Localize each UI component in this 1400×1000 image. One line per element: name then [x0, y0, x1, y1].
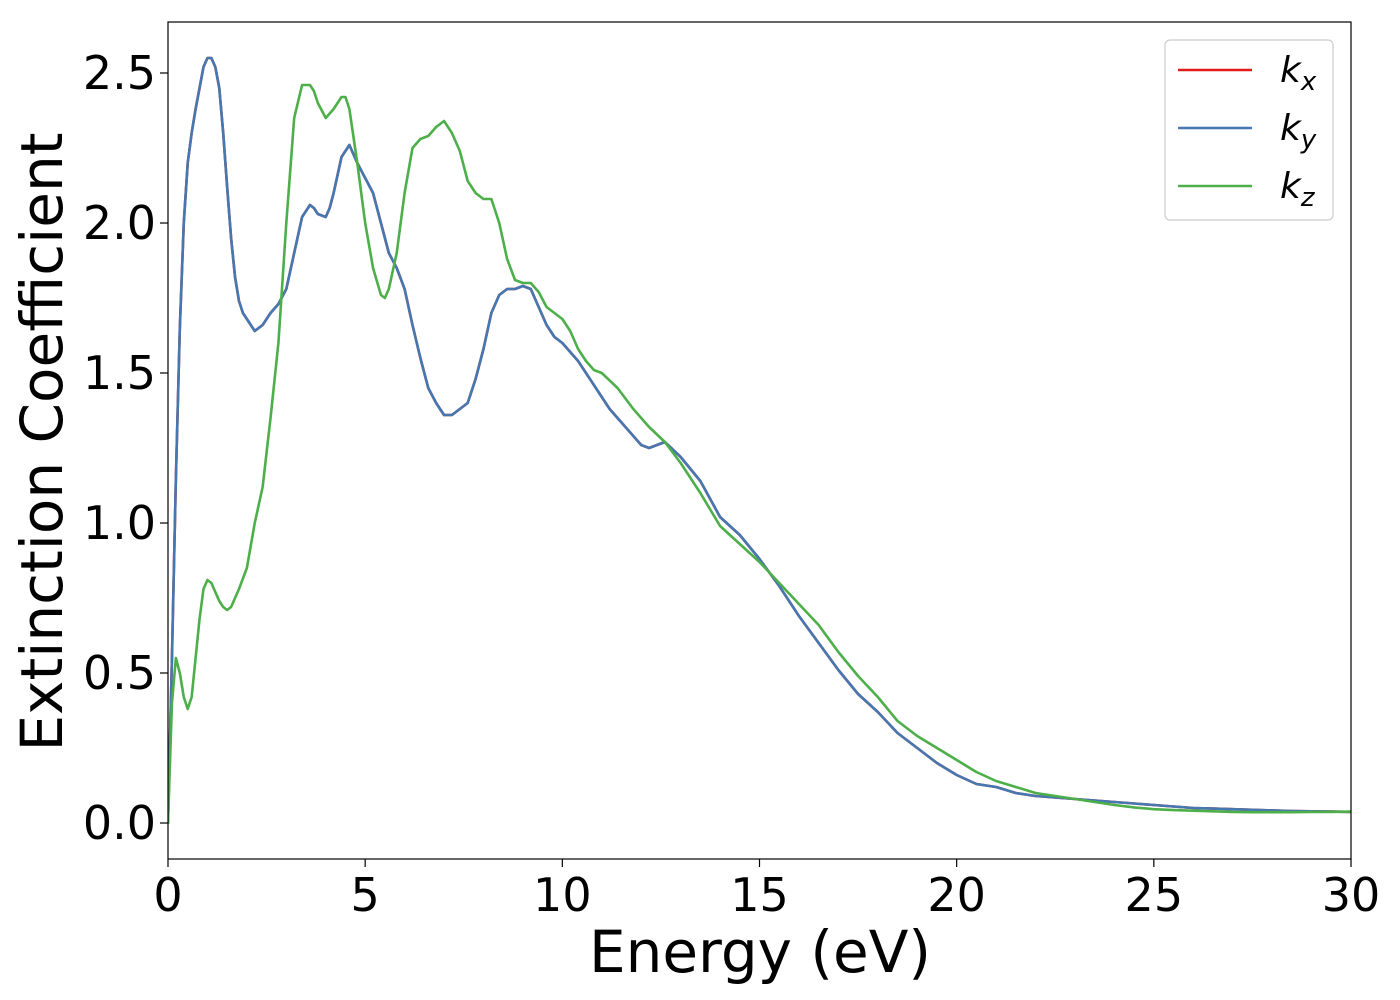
x-tick-label: 5 — [351, 868, 380, 922]
legend-label-kz: kz — [1280, 166, 1316, 213]
y-axis-label: Extinction Coefficient — [8, 133, 76, 752]
x-tick-label: 25 — [1125, 868, 1184, 922]
legend-box — [1164, 39, 1334, 221]
x-tick-label: 30 — [1322, 868, 1381, 922]
x-axis: 0 5 10 15 20 25 30 — [153, 859, 1380, 922]
y-tick-label: 0.0 — [83, 796, 156, 850]
series-line-ky — [168, 56, 1351, 825]
y-tick-label: 1.0 — [83, 496, 156, 550]
legend-label-kx: kx — [1280, 50, 1317, 97]
y-axis: 0.0 0.5 1.0 1.5 2.0 2.5 — [83, 46, 168, 850]
x-axis-label: Energy (eV) — [589, 918, 931, 986]
x-tick-label: 15 — [730, 868, 789, 922]
series-lines — [168, 56, 1351, 825]
y-tick-label: 2.5 — [83, 46, 156, 100]
legend-label-ky: ky — [1280, 108, 1317, 155]
x-tick-label: 20 — [927, 868, 986, 922]
x-tick-label: 0 — [153, 868, 182, 922]
y-tick-label: 0.5 — [83, 646, 156, 700]
x-tick-label: 10 — [533, 868, 592, 922]
legend: kx ky kz — [1164, 39, 1334, 221]
y-tick-label: 2.0 — [83, 196, 156, 250]
y-tick-label: 1.5 — [83, 346, 156, 400]
series-line-kz — [168, 83, 1351, 825]
